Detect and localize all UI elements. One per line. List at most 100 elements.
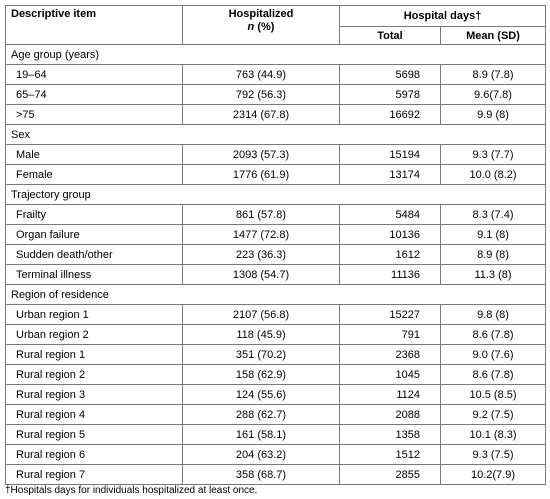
mean-sd-header: Mean (SD) — [439, 26, 547, 45]
table-row: 65–74 792 (56.3) 5978 9.6(7.8) — [5, 84, 547, 105]
item-cell: Frailty — [5, 204, 183, 225]
table-row: >75 2314 (67.8) 16692 9.9 (8) — [5, 104, 547, 125]
total-cell: 5484 — [339, 204, 441, 225]
group-row: Sex — [4, 124, 547, 145]
item-cell: Rural region 1 — [5, 344, 183, 365]
hospitalized-cell: 861 (57.8) — [182, 204, 340, 225]
hospital-days-header: Hospital days† — [338, 5, 547, 27]
hospitalized-cell: 763 (44.9) — [182, 64, 340, 85]
item-cell: Rural region 3 — [5, 384, 183, 405]
total-cell: 2088 — [339, 404, 441, 425]
hospitalized-cell: 2314 (67.8) — [182, 104, 340, 125]
mean-sd-cell: 9.3 (7.5) — [439, 444, 547, 465]
hospitalized-header-label: Hospitalized — [228, 8, 294, 20]
item-cell: Urban region 1 — [5, 304, 183, 325]
mean-sd-cell: 9.2 (7.5) — [439, 404, 547, 425]
item-cell: Female — [5, 164, 183, 185]
hospitalized-cell: 158 (62.9) — [182, 364, 340, 385]
mean-sd-cell: 9.8 (8) — [439, 304, 547, 325]
mean-sd-cell: 9.9 (8) — [439, 104, 547, 125]
table-row: Rural region 3 124 (55.6) 1124 10.5 (8.5) — [5, 384, 547, 405]
hospitalized-cell: 792 (56.3) — [182, 84, 340, 105]
total-cell: 5698 — [339, 64, 441, 85]
total-cell: 791 — [339, 324, 441, 345]
footnote: †Hospitals days for individuals hospital… — [5, 485, 258, 496]
header-row-sub: Total Mean (SD) — [6, 26, 547, 45]
mean-sd-cell: 10.2(7.9) — [439, 464, 547, 485]
hospitalized-cell: 204 (63.2) — [182, 444, 340, 465]
item-cell: 19–64 — [5, 64, 183, 85]
hospitalized-cell: 1776 (61.9) — [182, 164, 340, 185]
table-row: Rural region 5 161 (58.1) 1358 10.1 (8.3) — [5, 424, 547, 445]
mean-sd-cell: 11.3 (8) — [439, 264, 547, 285]
table-row: Urban region 1 2107 (56.8) 15227 9.8 (8) — [5, 304, 547, 325]
total-cell: 1358 — [339, 424, 441, 445]
mean-sd-cell: 9.6(7.8) — [439, 84, 547, 105]
hospitalized-cell: 223 (36.3) — [182, 244, 340, 265]
hospitalized-header-n: n — [247, 21, 255, 33]
item-cell: Rural region 7 — [5, 464, 183, 485]
item-cell: Urban region 2 — [5, 324, 183, 345]
total-cell: 15194 — [339, 144, 441, 165]
item-cell: Rural region 4 — [5, 404, 183, 425]
item-cell: Male — [5, 144, 183, 165]
hospitalized-header: Hospitalized n (%) — [182, 5, 340, 45]
header-row-top: Descriptive item Hospitalized n (%) Hosp… — [5, 5, 547, 45]
item-cell: Sudden death/other — [5, 244, 183, 265]
hospitalized-cell: 2093 (57.3) — [182, 144, 340, 165]
table-row: Female 1776 (61.9) 13174 10.0 (8.2) — [5, 164, 547, 185]
mean-sd-cell: 9.3 (7.7) — [439, 144, 547, 165]
item-cell: Rural region 2 — [5, 364, 183, 385]
table-row: Sudden death/other 223 (36.3) 1612 8.9 (8) — [5, 244, 547, 265]
total-cell: 1124 — [339, 384, 441, 405]
mean-sd-cell: 8.6 (7.8) — [439, 364, 547, 385]
table-row: Organ failure 1477 (72.8) 10136 9.1 (8) — [5, 224, 547, 245]
total-cell: 11136 — [339, 264, 441, 285]
mean-sd-cell: 9.0 (7.6) — [439, 344, 547, 365]
hospitalized-cell: 358 (68.7) — [182, 464, 340, 485]
group-label: Age group (years) — [4, 44, 547, 65]
group-label: Sex — [4, 124, 547, 145]
group-label: Trajectory group — [4, 184, 547, 205]
table-row: 19–64 763 (44.9) 5698 8.9 (7.8) — [5, 64, 547, 85]
descriptive-item-header: Descriptive item — [5, 5, 183, 45]
total-cell: 15227 — [339, 304, 441, 325]
item-cell: 65–74 — [5, 84, 183, 105]
mean-sd-cell: 8.9 (7.8) — [439, 64, 547, 85]
hospitalized-cell: 118 (45.9) — [182, 324, 340, 345]
group-row: Trajectory group — [4, 184, 547, 205]
item-cell: Rural region 5 — [5, 424, 183, 445]
mean-sd-cell: 9.1 (8) — [439, 224, 547, 245]
table-row: Frailty 861 (57.8) 5484 8.3 (7.4) — [5, 204, 547, 225]
mean-sd-cell: 10.5 (8.5) — [439, 384, 547, 405]
total-cell: 13174 — [339, 164, 441, 185]
group-row: Age group (years) — [4, 44, 547, 65]
table-row: Rural region 6 204 (63.2) 1512 9.3 (7.5) — [5, 444, 547, 465]
item-cell: Terminal illness — [5, 264, 183, 285]
table-row: Rural region 1 351 (70.2) 2368 9.0 (7.6) — [5, 344, 547, 365]
total-cell: 16692 — [339, 104, 441, 125]
group-row: Region of residence — [4, 284, 547, 305]
mean-sd-cell: 10.1 (8.3) — [439, 424, 547, 445]
total-cell: 2855 — [339, 464, 441, 485]
hospitalized-cell: 1308 (54.7) — [182, 264, 340, 285]
total-cell: 10136 — [339, 224, 441, 245]
group-label: Region of residence — [4, 284, 547, 305]
mean-sd-cell: 8.6 (7.8) — [439, 324, 547, 345]
total-cell: 1612 — [339, 244, 441, 265]
hospitalized-cell: 1477 (72.8) — [182, 224, 340, 245]
table-row: Urban region 2 118 (45.9) 791 8.6 (7.8) — [5, 324, 547, 345]
hospitalized-header-pct: (%) — [254, 21, 275, 33]
item-cell: Rural region 6 — [5, 444, 183, 465]
total-cell: 1512 — [339, 444, 441, 465]
hospitalization-table: Descriptive item Hospitalized n (%) Hosp… — [4, 5, 547, 485]
table-row: Terminal illness 1308 (54.7) 11136 11.3 (8) — [5, 264, 547, 285]
item-cell: >75 — [5, 104, 183, 125]
hospitalized-cell: 124 (55.6) — [182, 384, 340, 405]
total-header: Total — [339, 26, 441, 45]
table-row: Rural region 2 158 (62.9) 1045 8.6 (7.8) — [5, 364, 547, 385]
total-cell: 5978 — [339, 84, 441, 105]
item-cell: Organ failure — [5, 224, 183, 245]
hospitalized-cell: 288 (62.7) — [182, 404, 340, 425]
